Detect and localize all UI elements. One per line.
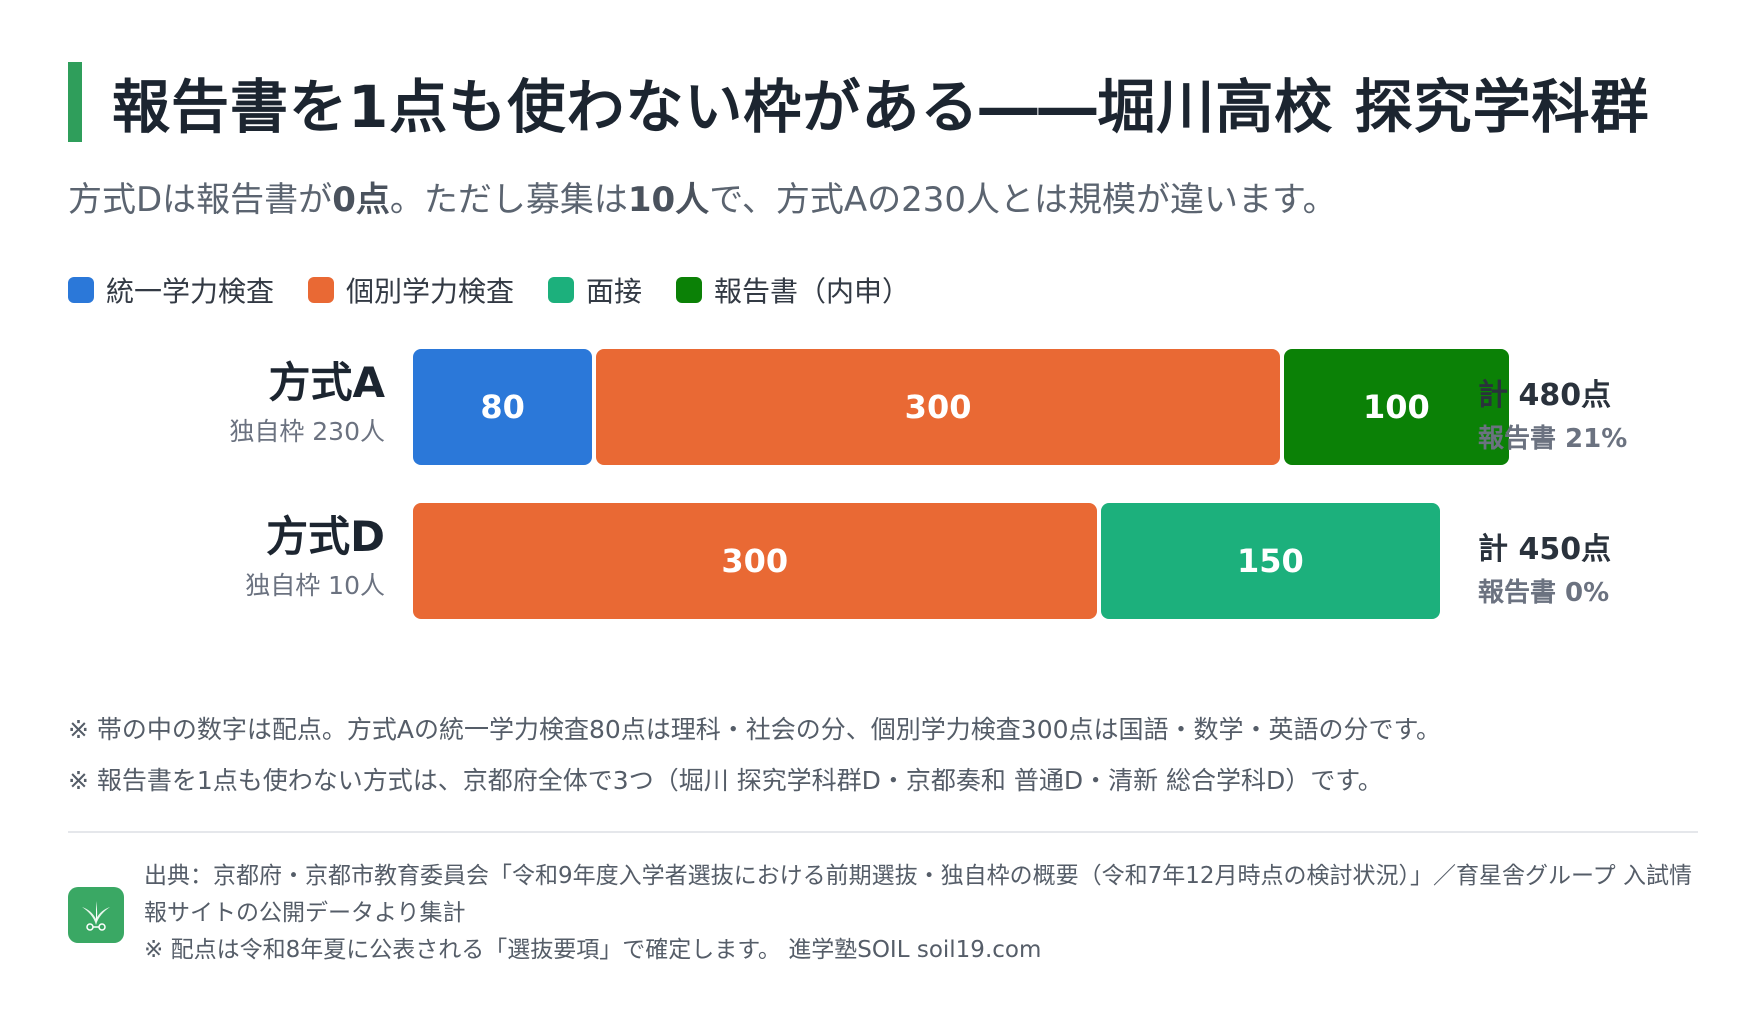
legend-swatch bbox=[676, 277, 703, 303]
bar-segment: 300 bbox=[596, 349, 1280, 465]
bar-value-label: 100 bbox=[1363, 388, 1430, 426]
row-quota: 独自枠 230人 bbox=[229, 417, 385, 447]
subtitle-part2: 。ただし募集は bbox=[389, 180, 628, 220]
footer-source-line1: 出典：京都府・京都市教育委員会「令和9年度入学者選抜における前期選抜・独自枠の概… bbox=[144, 863, 1692, 889]
page-title: 報告書を1点も使わない枠がある――堀川高校 探究学科群 bbox=[112, 73, 1650, 141]
bar-segment: 80 bbox=[413, 349, 593, 465]
subtitle-part1: 方式Dは報告書が bbox=[68, 180, 333, 220]
subtitle: 方式Dは報告書が0点。ただし募集は10人で、方式Aの230人とは規模が違います。 bbox=[68, 172, 1337, 221]
row-quota: 独自枠 10人 bbox=[245, 571, 385, 601]
legend-swatch bbox=[548, 277, 575, 303]
report-ratio: 報告書 21% bbox=[1478, 424, 1628, 454]
legend-label: 個別学力検査 bbox=[346, 275, 515, 308]
row-total-d: 計 450点 報告書 0% bbox=[1478, 524, 1611, 609]
footer-note: ※ 配点は令和8年夏に公表される「選抜要項」で確定します。 進学塾SOIL so… bbox=[144, 937, 1042, 963]
legend-label: 面接 bbox=[586, 275, 643, 308]
row-label-d: 方式D 独自枠 10人 bbox=[245, 512, 385, 602]
bar-segment: 300 bbox=[413, 503, 1097, 619]
divider bbox=[68, 831, 1698, 833]
legend-item-individual-test: 個別学力検査 bbox=[308, 270, 514, 310]
leaf-icon bbox=[82, 901, 110, 931]
legend-swatch bbox=[308, 277, 335, 303]
legend-item-interview: 面接 bbox=[548, 270, 642, 310]
legend-swatch bbox=[68, 277, 94, 303]
bar-value-label: 300 bbox=[721, 542, 789, 580]
report-ratio: 報告書 0% bbox=[1478, 578, 1610, 608]
soil-logo-icon bbox=[68, 887, 124, 943]
bar-segment: 100 bbox=[1283, 349, 1509, 465]
subtitle-part3: で、方式Aの230人とは規模が違います。 bbox=[709, 180, 1337, 220]
footer-source-line2: 報サイトの公開データより集計 bbox=[144, 900, 466, 926]
subtitle-bold1: 0点 bbox=[332, 180, 390, 220]
note-line: ※ 報告書を1点も使わない方式は、京都府全体で3つ（堀川 探究学科群D・京都奏和… bbox=[68, 766, 1383, 795]
bar-value-label: 80 bbox=[480, 388, 525, 426]
row-name: 方式A bbox=[268, 358, 385, 407]
row-label-a: 方式A 独自枠 230人 bbox=[229, 358, 385, 448]
total-points: 計 480点 bbox=[1478, 378, 1612, 413]
row-total-a: 計 480点 報告書 21% bbox=[1478, 370, 1627, 455]
title-accent-bar bbox=[68, 62, 82, 142]
total-points: 計 450点 bbox=[1478, 532, 1612, 567]
footer-source: 出典：京都府・京都市教育委員会「令和9年度入学者選抜における前期選抜・独自枠の概… bbox=[144, 858, 1699, 969]
notes: ※ 帯の中の数字は配点。方式Aの統一学力検査80点は理科・社会の分、個別学力検査… bbox=[68, 710, 1441, 812]
chart-legend: 統一学力検査 個別学力検査 面接 報告書（内申） bbox=[68, 270, 944, 310]
legend-item-unified-test: 統一学力検査 bbox=[68, 270, 274, 310]
bar-value-label: 300 bbox=[904, 388, 972, 426]
legend-item-report: 報告書（内申） bbox=[676, 270, 910, 310]
bar-row-d: 300 150 bbox=[413, 503, 1493, 619]
legend-label: 報告書（内申） bbox=[714, 275, 911, 308]
bar-value-label: 150 bbox=[1236, 542, 1304, 580]
subtitle-bold2: 10人 bbox=[627, 180, 710, 220]
legend-label: 統一学力検査 bbox=[106, 275, 275, 308]
bar-segment: 150 bbox=[1100, 503, 1441, 619]
title-block: 報告書を1点も使わない枠がある――堀川高校 探究学科群 bbox=[68, 62, 1650, 142]
bar-row-a: 80 300 100 bbox=[413, 349, 1509, 465]
row-name: 方式D bbox=[266, 512, 385, 561]
note-line: ※ 帯の中の数字は配点。方式Aの統一学力検査80点は理科・社会の分、個別学力検査… bbox=[68, 715, 1442, 744]
